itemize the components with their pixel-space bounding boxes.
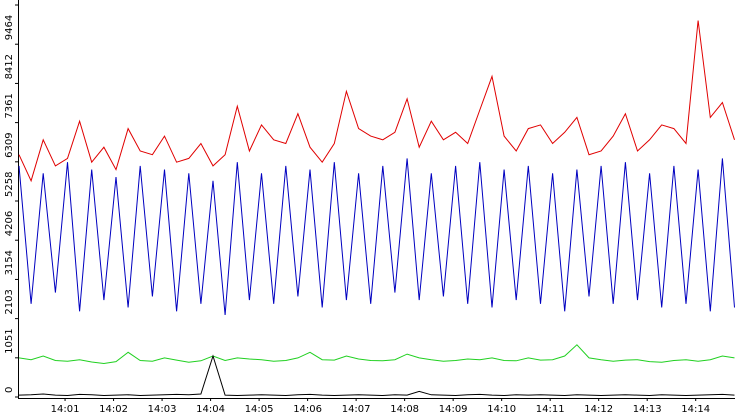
x-tick-label: 14:14	[681, 404, 710, 415]
y-tick-label: 5258	[4, 172, 15, 197]
x-tick-label: 14:05	[245, 404, 274, 415]
y-tick-label: 8412	[4, 54, 15, 79]
x-tick-label: 14:13	[633, 404, 662, 415]
x-tick-label: 14:04	[196, 404, 225, 415]
y-tick-label: 10516	[4, 0, 15, 1]
y-tick-label: 9464	[4, 15, 15, 40]
y-tick-label: 2103	[4, 289, 15, 314]
x-tick-label: 14:03	[148, 404, 177, 415]
y-tick-label: 0	[4, 387, 15, 393]
x-tick-label: 14:11	[536, 404, 565, 415]
series-line	[18, 354, 735, 397]
y-tick-label: 7361	[4, 93, 15, 118]
series-line	[18, 20, 735, 183]
x-tick-label: 14:07	[342, 404, 371, 415]
x-tick-label: 14:08	[390, 404, 419, 415]
x-tick-label: 14:02	[99, 404, 128, 415]
x-tick-label: 14:12	[584, 404, 613, 415]
y-tick-label: 1051	[4, 328, 15, 353]
series-line	[18, 344, 735, 365]
x-tick-label: 14:01	[51, 404, 80, 415]
y-tick-label: 3154	[4, 250, 15, 275]
x-tick-label: 14:10	[487, 404, 516, 415]
y-tick-label: 4206	[4, 211, 15, 236]
x-tick-label: 14:09	[439, 404, 468, 415]
y-tick-label: 6309	[4, 132, 15, 157]
x-tick-label: 14:06	[293, 404, 322, 415]
series-line	[18, 158, 735, 316]
